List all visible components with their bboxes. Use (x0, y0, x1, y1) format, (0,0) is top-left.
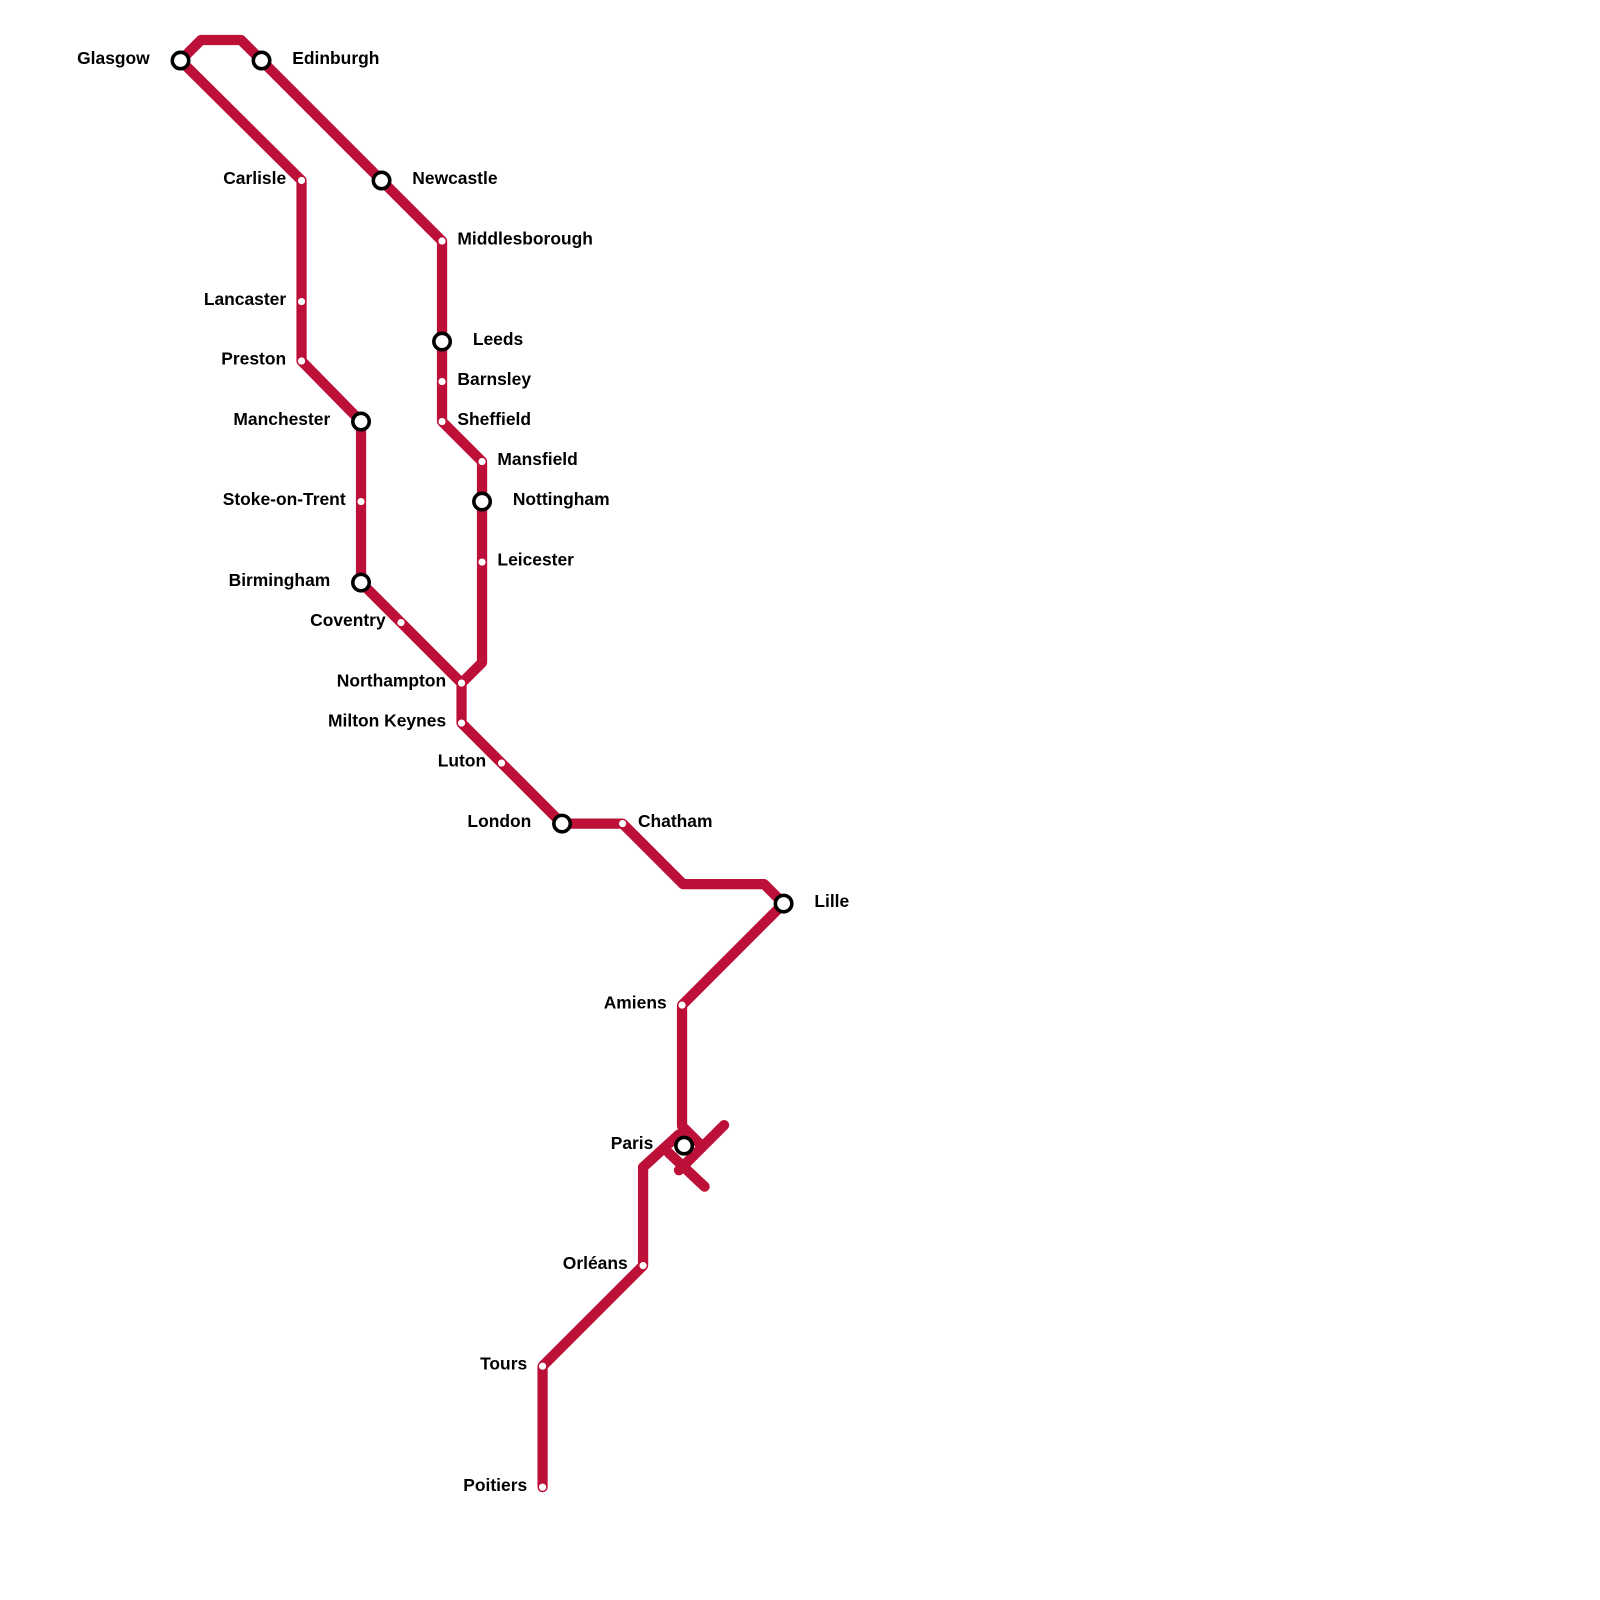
interchange-marker[interactable] (351, 411, 372, 432)
station-miltonkeynes[interactable]: Milton Keynes (328, 711, 466, 731)
station-label: Amiens (604, 993, 667, 1013)
stations: Glasgow Edinburgh Carlisle Newcastle Middles… (77, 48, 849, 1495)
station-preston[interactable]: Preston (221, 349, 306, 369)
station-stoke[interactable]: Stoke-on-Trent (223, 489, 365, 509)
station-label: Milton Keynes (328, 711, 446, 731)
station-tours[interactable]: Tours (480, 1354, 547, 1374)
interchange-marker[interactable] (251, 50, 272, 71)
station-marker[interactable] (297, 357, 306, 365)
interchange-marker[interactable] (351, 572, 372, 593)
station-barnsley[interactable]: Barnsley (438, 369, 531, 389)
station-marker[interactable] (538, 1362, 547, 1370)
station-newcastle[interactable]: Newcastle (371, 168, 498, 191)
station-label: Glasgow (77, 48, 150, 68)
station-edinburgh[interactable]: Edinburgh (251, 48, 379, 71)
station-marker[interactable] (457, 719, 466, 727)
station-orleans[interactable]: Orléans (563, 1253, 647, 1273)
interchange-marker[interactable] (674, 1135, 695, 1156)
station-label: Barnsley (457, 369, 531, 389)
station-label: Middlesborough (457, 229, 593, 249)
station-label: Paris (611, 1133, 654, 1153)
station-label: Preston (221, 349, 286, 369)
station-marker[interactable] (438, 417, 446, 426)
station-marker[interactable] (678, 1001, 686, 1009)
station-label: Edinburgh (292, 48, 379, 68)
interchange-marker[interactable] (773, 893, 794, 914)
station-label: Coventry (310, 610, 386, 630)
station-label: Northampton (337, 671, 446, 691)
route-segment (663, 1147, 710, 1192)
interchange-marker[interactable] (552, 813, 573, 834)
station-label: Poitiers (463, 1475, 527, 1495)
station-marker[interactable] (639, 1262, 647, 1270)
station-label: Tours (480, 1354, 527, 1374)
station-label: Carlisle (223, 168, 286, 188)
station-birmingham[interactable]: Birmingham (229, 570, 372, 593)
station-paris[interactable]: Paris (611, 1133, 695, 1156)
station-poitiers[interactable]: Poitiers (463, 1475, 547, 1495)
station-marker[interactable] (438, 237, 446, 245)
station-chatham[interactable]: Chatham (618, 811, 713, 831)
interchange-marker[interactable] (432, 331, 453, 352)
station-label: Orléans (563, 1253, 628, 1273)
station-label: Mansfield (497, 449, 577, 469)
interchange-marker[interactable] (170, 50, 191, 71)
station-marker[interactable] (538, 1483, 547, 1491)
station-marker[interactable] (457, 679, 466, 687)
station-label: London (467, 811, 531, 831)
station-northampton[interactable]: Northampton (337, 671, 466, 691)
station-marker[interactable] (497, 759, 506, 767)
station-marker[interactable] (478, 457, 486, 466)
station-label: Leeds (473, 329, 523, 349)
station-glasgow[interactable]: Glasgow (77, 48, 191, 71)
interchange-marker[interactable] (371, 170, 392, 191)
station-marker[interactable] (397, 618, 405, 627)
station-marker[interactable] (357, 497, 365, 506)
route-segment (256, 55, 488, 689)
station-marker[interactable] (297, 176, 306, 185)
station-label: Newcastle (412, 168, 498, 188)
station-marker[interactable] (438, 377, 446, 386)
route-segment (537, 1129, 685, 1493)
station-luton[interactable]: Luton (438, 751, 506, 771)
station-lille[interactable]: Lille (773, 891, 850, 914)
station-label: Birmingham (229, 570, 331, 590)
station-mansfield[interactable]: Mansfield (478, 449, 578, 469)
station-carlisle[interactable]: Carlisle (223, 168, 306, 188)
station-label: Luton (438, 751, 486, 771)
station-label: Manchester (233, 409, 330, 429)
station-label: Nottingham (513, 489, 610, 509)
station-middlesborough[interactable]: Middlesborough (438, 229, 593, 249)
station-nottingham[interactable]: Nottingham (472, 489, 610, 512)
station-amiens[interactable]: Amiens (604, 993, 686, 1013)
station-manchester[interactable]: Manchester (233, 409, 372, 432)
station-marker[interactable] (478, 558, 486, 566)
station-lancaster[interactable]: Lancaster (204, 289, 306, 309)
station-label: Lancaster (204, 289, 287, 309)
station-marker[interactable] (297, 297, 306, 306)
station-marker[interactable] (618, 820, 627, 828)
station-sheffield[interactable]: Sheffield (438, 409, 531, 429)
interchange-marker[interactable] (472, 491, 493, 512)
station-coventry[interactable]: Coventry (310, 610, 405, 630)
station-label: Stoke-on-Trent (223, 489, 346, 509)
station-label: Sheffield (457, 409, 531, 429)
station-leeds[interactable]: Leeds (432, 329, 523, 352)
station-label: Chatham (638, 811, 713, 831)
station-label: Leicester (497, 550, 574, 570)
station-label: Lille (814, 891, 849, 911)
route-segment (175, 34, 267, 66)
station-leicester[interactable]: Leicester (478, 550, 574, 570)
station-london[interactable]: London (467, 811, 573, 834)
